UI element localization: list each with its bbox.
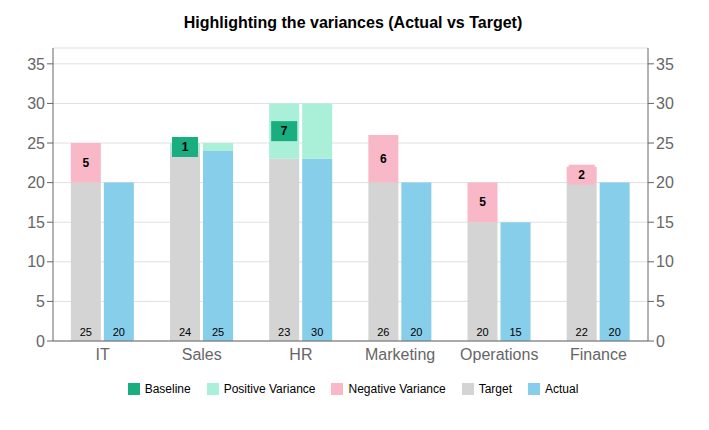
- svg-text:Finance: Finance: [570, 346, 627, 363]
- svg-text:20: 20: [476, 326, 488, 338]
- html-text:Negative Variance: Negative Variance: [348, 382, 446, 396]
- svg-text:22: 22: [576, 326, 588, 338]
- svg-text:25: 25: [212, 326, 224, 338]
- svg-text:0: 0: [656, 333, 665, 350]
- svg-text:23: 23: [278, 326, 290, 338]
- svg-text:20: 20: [113, 326, 125, 338]
- svg-text:26: 26: [377, 326, 389, 338]
- svg-text:5: 5: [83, 156, 90, 170]
- svg-text:10: 10: [27, 253, 45, 270]
- svg-text:HR: HR: [289, 346, 312, 363]
- html-text:Positive Variance: Positive Variance: [223, 382, 316, 396]
- svg-text:10: 10: [656, 253, 674, 270]
- svg-text:7: 7: [281, 124, 288, 138]
- svg-text:20: 20: [27, 174, 45, 191]
- svg-text:24: 24: [179, 326, 191, 338]
- svg-text:2: 2: [578, 168, 585, 182]
- svg-text:15: 15: [27, 214, 45, 231]
- svg-text:5: 5: [656, 293, 665, 310]
- svg-text:30: 30: [27, 95, 45, 112]
- svg-text:Sales: Sales: [182, 346, 222, 363]
- svg-text:Marketing: Marketing: [365, 346, 435, 363]
- svg-text:0: 0: [36, 333, 45, 350]
- svg-text:15: 15: [509, 326, 521, 338]
- svg-text:20: 20: [410, 326, 422, 338]
- svg-text:35: 35: [656, 56, 674, 73]
- svg-text:25: 25: [656, 135, 674, 152]
- html-text:Highlighting the variances (Ac: Highlighting the variances (Actual vs Ta…: [183, 14, 523, 31]
- svg-text:30: 30: [311, 326, 323, 338]
- svg-text:15: 15: [656, 214, 674, 231]
- svg-text:5: 5: [36, 293, 45, 310]
- svg-text:IT: IT: [95, 346, 109, 363]
- svg-text:25: 25: [80, 326, 92, 338]
- svg-text:5: 5: [479, 195, 486, 209]
- html-text:Baseline: Baseline: [144, 382, 191, 396]
- html-text:Actual: Actual: [545, 382, 579, 396]
- svg-text:20: 20: [656, 174, 674, 191]
- html-text:Target: Target: [478, 382, 512, 396]
- svg-text:20: 20: [609, 326, 621, 338]
- svg-text:25: 25: [27, 135, 45, 152]
- svg-text:Operations: Operations: [460, 346, 538, 363]
- svg-text:6: 6: [380, 152, 387, 166]
- svg-text:1: 1: [182, 140, 189, 154]
- svg-text:30: 30: [656, 95, 674, 112]
- svg-text:35: 35: [27, 56, 45, 73]
